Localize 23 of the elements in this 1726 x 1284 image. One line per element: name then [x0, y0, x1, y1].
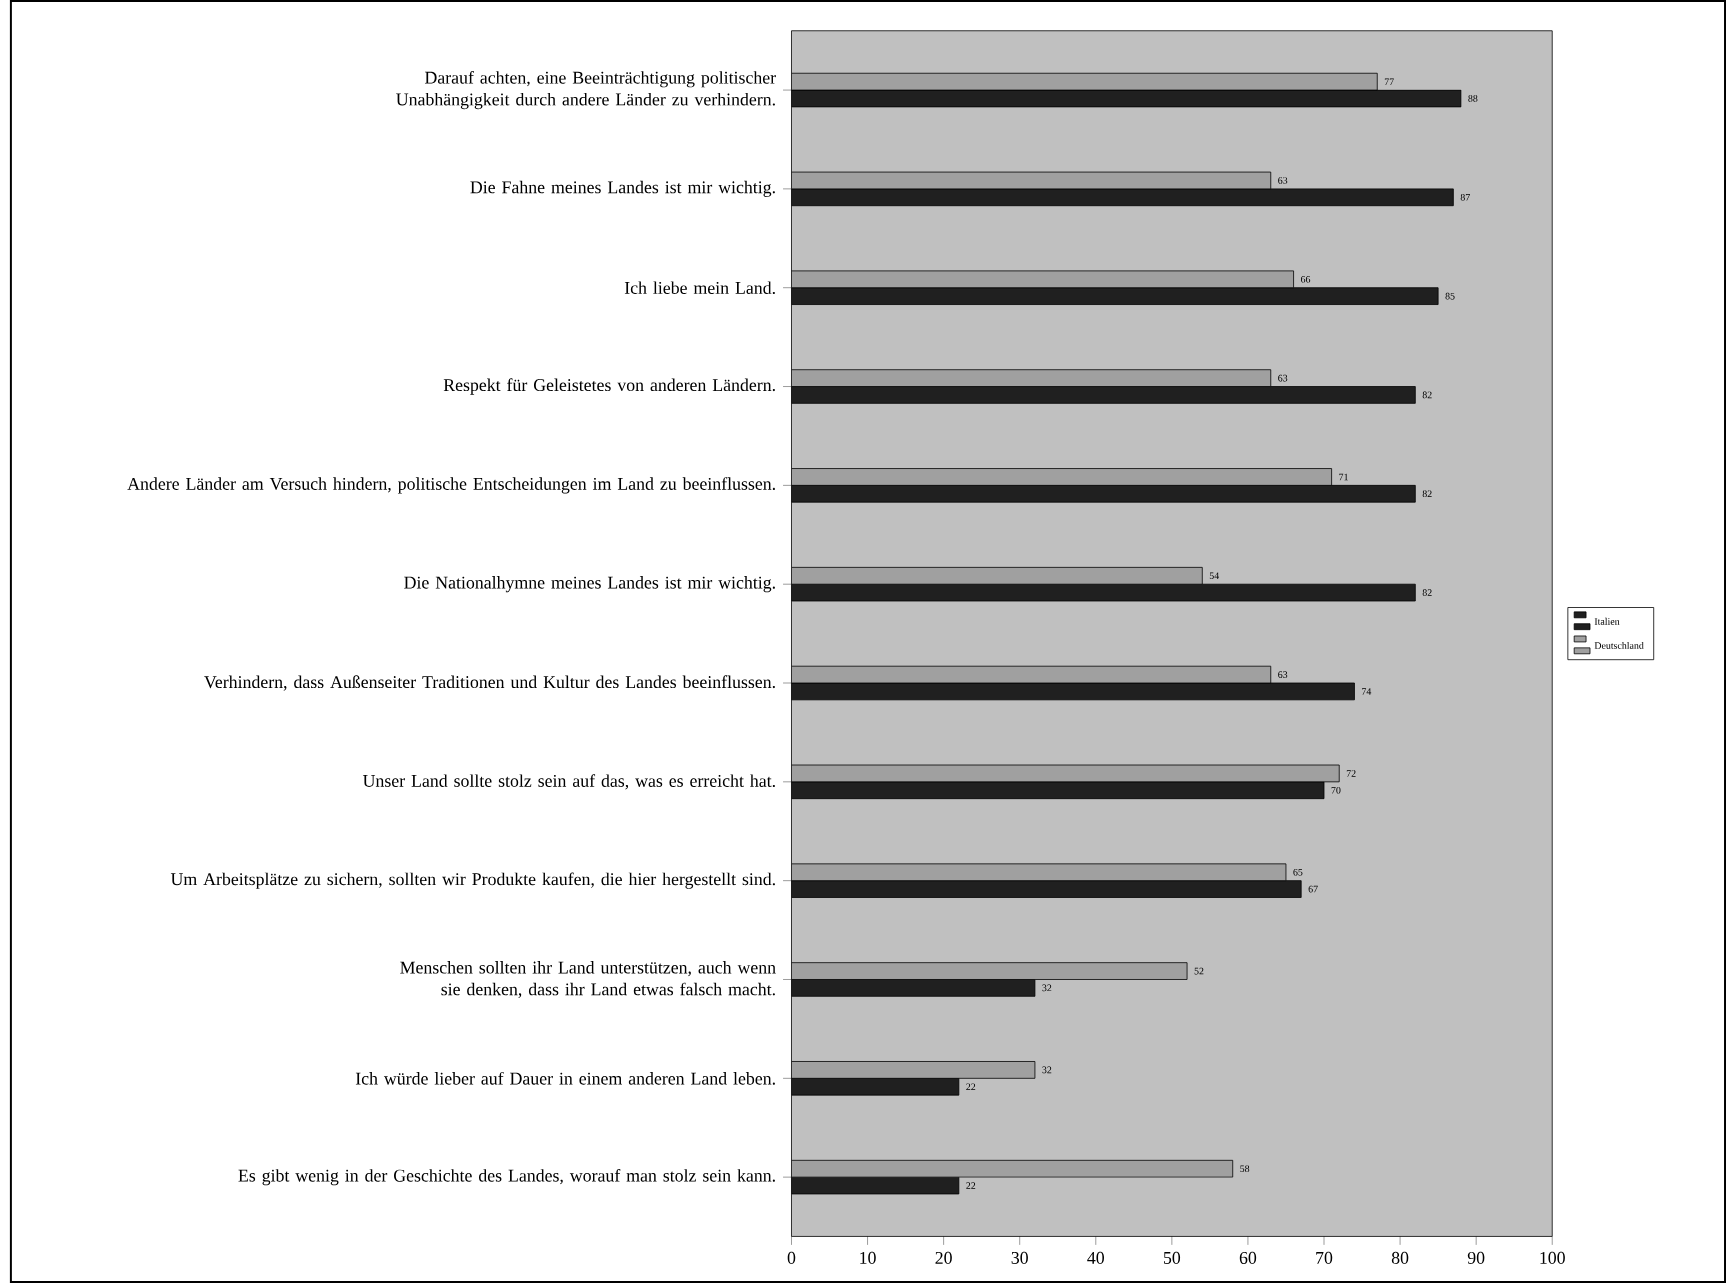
x-tick-label: 10: [860, 1252, 876, 1265]
y-tick-label: Verhindern, dass Außenseiter Traditionen und Kultur des Landes beeinflussen.: [204, 675, 775, 692]
x-tick-label: 50: [1163, 1252, 1181, 1265]
y-tick-label: Um Arbeitsplätze zu sichern, sollten wir Produkte kaufen, die hier hergestellt sind.: [170, 872, 775, 890]
x-tick-label: 30: [1011, 1252, 1028, 1265]
x-tick-label: 70: [1316, 1252, 1333, 1265]
x-tick-label: 20: [935, 1252, 952, 1265]
y-tick-label: Menschen sollten ihr Land unterstützen, auch wenn sie denken, dass ihr Land etwas falsch macht.: [400, 961, 776, 999]
y-tick-label: Ich liebe mein Land.: [624, 281, 775, 295]
y-tick-label: Es gibt wenig in der Geschichte des Landes, worauf man stolz sein kann.: [238, 1169, 775, 1186]
x-tick-label: 60: [1239, 1252, 1257, 1265]
y-tick-label: Unser Land sollte stolz sein auf das, was es erreicht hat.: [362, 774, 775, 790]
x-tick-label: 80: [1391, 1252, 1409, 1265]
x-tick-label: 100: [1540, 1252, 1565, 1265]
x-tick-label: 40: [1087, 1252, 1105, 1265]
x-tick-label: 0: [787, 1252, 796, 1265]
y-tick-label: Ich würde lieber auf Dauer in einem anderen Land leben.: [355, 1072, 775, 1086]
y-tick-label: Respekt für Geleistetes von anderen Ländern.: [443, 378, 775, 396]
y-tick-label: Darauf achten, eine Beeinträchtigung politischer Unabhängigkeit durch andere Länder zu verhindern.: [396, 71, 776, 110]
y-tick-label: Die Nationalhymne meines Landes ist mir wichtig.: [404, 576, 775, 593]
x-tick-label: 90: [1467, 1252, 1485, 1265]
y-tick-label: Andere Länder am Versuch hindern, politische Entscheidungen im Land zu beeinflussen.: [127, 477, 775, 494]
y-tick-label: Die Fahne meines Landes ist mir wichtig.: [470, 181, 775, 198]
